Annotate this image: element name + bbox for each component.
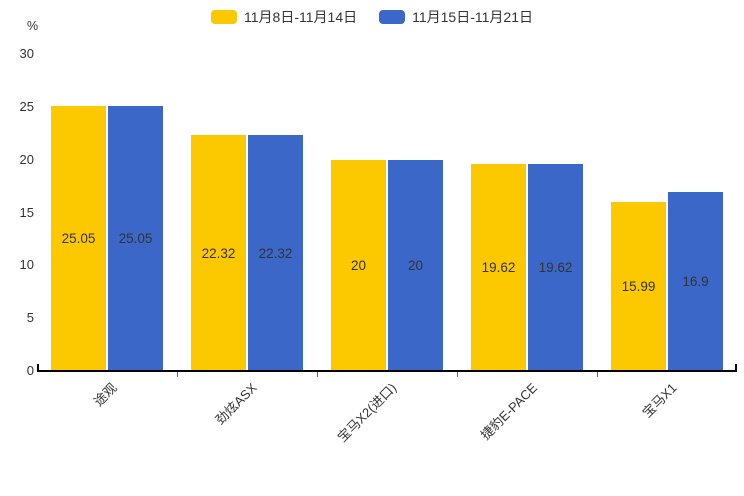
x-axis-label: 劲炫ASX xyxy=(212,380,260,428)
legend-swatch-week2-icon xyxy=(379,10,406,24)
y-axis-tick-label: 15 xyxy=(19,204,34,220)
x-axis-endcap xyxy=(37,364,39,370)
y-axis-tick-label: 5 xyxy=(26,310,34,326)
bar: 19.62 xyxy=(471,163,526,371)
bar-value-label: 19.62 xyxy=(481,259,516,275)
x-axis-label: 宝马X2(进口) xyxy=(334,380,400,445)
x-axis-tick xyxy=(597,372,598,377)
legend-label-week2: 11月15日-11月21日 xyxy=(412,9,533,25)
bar: 25.05 xyxy=(51,106,106,371)
y-axis-tick-label: 10 xyxy=(19,257,34,273)
bar-value-label: 15.99 xyxy=(621,279,656,294)
bar-value-label: 20 xyxy=(350,257,367,273)
bar-value-label: 22.32 xyxy=(258,245,293,261)
x-axis-tick xyxy=(177,372,178,377)
y-axis-tick-label: 20 xyxy=(19,151,34,167)
y-axis-tick-label: 25 xyxy=(19,98,34,114)
y-axis-tick-label: 30 xyxy=(19,46,34,61)
bar: 20 xyxy=(331,159,386,371)
bar-value-label: 19.62 xyxy=(538,259,573,275)
bar-value-label: 16.9 xyxy=(682,274,709,290)
y-axis-tick-label: 0 xyxy=(26,363,34,378)
bar: 22.32 xyxy=(248,135,303,371)
x-axis-label: 宝马X1 xyxy=(639,380,680,421)
bar-value-label: 22.32 xyxy=(201,245,236,261)
x-axis-line xyxy=(37,370,737,372)
chart-legend: 11月8日-11月14日 11月15日-11月21日 xyxy=(0,7,744,27)
legend-label-week1: 11月8日-11月14日 xyxy=(244,9,358,25)
bar: 20 xyxy=(388,159,443,371)
bar-value-label: 25.05 xyxy=(61,231,96,247)
x-axis-tick xyxy=(457,372,458,377)
x-axis-tick xyxy=(317,372,318,377)
bar: 19.62 xyxy=(528,163,583,371)
bar: 15.99 xyxy=(611,202,666,371)
x-axis-endcap xyxy=(735,364,737,370)
x-axis-label: 捷豹E-PACE xyxy=(477,380,540,443)
bar-value-label: 25.05 xyxy=(118,231,153,247)
legend-item-week2[interactable]: 11月15日-11月21日 xyxy=(379,7,533,27)
bar: 16.9 xyxy=(668,192,723,371)
legend-swatch-week1-icon xyxy=(211,10,238,24)
x-axis-label: 途观 xyxy=(90,380,120,410)
bar: 22.32 xyxy=(191,135,246,371)
bar: 25.05 xyxy=(108,106,163,371)
y-axis-unit-label: % xyxy=(27,19,39,33)
legend-item-week1[interactable]: 11月8日-11月14日 xyxy=(211,7,357,27)
bar-value-label: 20 xyxy=(407,257,424,273)
